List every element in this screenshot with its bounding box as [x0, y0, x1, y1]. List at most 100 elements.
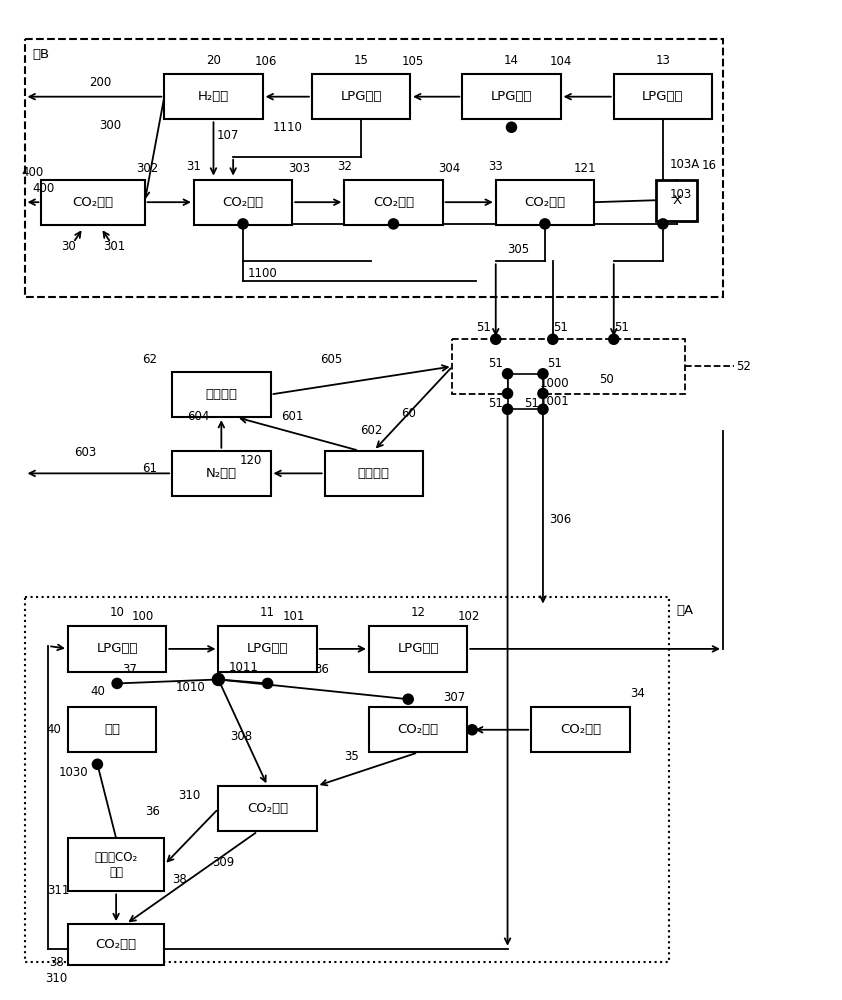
Text: 306: 306	[550, 513, 572, 526]
Bar	[369, 626, 467, 672]
Bar	[496, 180, 594, 225]
Text: CO₂压缩: CO₂压缩	[247, 802, 288, 815]
Text: 1100: 1100	[248, 267, 278, 280]
Text: 51: 51	[477, 321, 492, 334]
Text: 307: 307	[444, 691, 466, 704]
Text: 点B: 点B	[33, 48, 50, 61]
Text: 40: 40	[90, 685, 105, 698]
Text: 62: 62	[142, 353, 157, 366]
Text: LPG储存: LPG储存	[247, 642, 288, 655]
Text: 51: 51	[524, 397, 539, 410]
Text: 1001: 1001	[540, 395, 570, 408]
Text: 308: 308	[230, 730, 252, 743]
Text: 15: 15	[354, 54, 369, 67]
Text: 311: 311	[47, 884, 69, 897]
Circle shape	[112, 678, 122, 688]
Bar	[325, 451, 423, 496]
Text: 36: 36	[145, 805, 160, 818]
Bar	[172, 451, 270, 496]
Text: LPG卸载: LPG卸载	[642, 90, 684, 103]
Text: 超临界CO₂
循环: 超临界CO₂ 循环	[94, 851, 138, 879]
Text: 103: 103	[669, 188, 692, 201]
Text: 38: 38	[172, 873, 186, 886]
Text: 11: 11	[260, 606, 275, 619]
Text: 601: 601	[281, 410, 303, 423]
Text: 1010: 1010	[176, 681, 205, 694]
Text: CO₂液化: CO₂液化	[222, 196, 264, 209]
Text: 33: 33	[488, 160, 504, 173]
Circle shape	[403, 694, 413, 704]
Text: CO₂管线: CO₂管线	[95, 938, 136, 951]
Circle shape	[238, 219, 248, 229]
Text: 103A: 103A	[669, 158, 700, 171]
Text: 1000: 1000	[540, 377, 569, 390]
Text: 300: 300	[99, 119, 121, 132]
Text: 点A: 点A	[677, 604, 694, 617]
Text: 310: 310	[45, 972, 67, 985]
Circle shape	[491, 334, 501, 344]
Text: 10: 10	[109, 606, 125, 619]
Bar	[508, 374, 543, 409]
Bar	[218, 626, 317, 672]
Circle shape	[538, 369, 548, 379]
Circle shape	[548, 334, 557, 344]
Text: 121: 121	[574, 162, 596, 175]
Text: 50: 50	[600, 373, 615, 386]
Text: 1030: 1030	[59, 766, 88, 779]
Text: 34: 34	[630, 687, 645, 700]
Bar	[41, 180, 145, 225]
Text: 305: 305	[507, 243, 530, 256]
Text: X: X	[672, 194, 681, 207]
Text: 302: 302	[136, 162, 158, 175]
Text: 1110: 1110	[272, 121, 302, 134]
Text: 604: 604	[188, 410, 210, 423]
Text: 102: 102	[458, 610, 481, 623]
Text: 309: 309	[212, 856, 234, 869]
Bar	[452, 339, 685, 393]
Circle shape	[507, 122, 516, 132]
Text: 200: 200	[89, 76, 111, 89]
Text: 35: 35	[344, 750, 359, 763]
Bar	[68, 924, 164, 965]
Text: 13: 13	[656, 54, 670, 67]
Circle shape	[212, 674, 224, 685]
Bar	[172, 372, 270, 417]
Text: 310: 310	[178, 789, 200, 802]
Circle shape	[503, 369, 513, 379]
Text: 30: 30	[61, 240, 76, 253]
Circle shape	[93, 759, 103, 769]
Text: 107: 107	[217, 129, 239, 142]
Text: 51: 51	[553, 321, 568, 334]
Text: 31: 31	[186, 160, 201, 173]
Text: 605: 605	[320, 353, 343, 366]
Circle shape	[263, 678, 273, 688]
Text: 14: 14	[504, 54, 519, 67]
Bar	[194, 180, 292, 225]
Circle shape	[503, 389, 513, 398]
Bar	[68, 838, 164, 891]
Text: 61: 61	[142, 462, 157, 475]
Circle shape	[609, 334, 619, 344]
Text: 602: 602	[360, 424, 382, 437]
Text: 106: 106	[254, 55, 277, 68]
Text: 60: 60	[401, 407, 416, 420]
Bar	[369, 707, 467, 752]
Text: 105: 105	[402, 55, 424, 68]
Circle shape	[538, 404, 548, 414]
Bar	[344, 180, 443, 225]
Text: CO₂卸载: CO₂卸载	[560, 723, 601, 736]
Text: 1011: 1011	[229, 661, 258, 674]
Bar	[531, 707, 630, 752]
Text: 40: 40	[46, 723, 61, 736]
Circle shape	[503, 404, 513, 414]
Text: 38: 38	[49, 956, 63, 969]
Text: 蒸发液化: 蒸发液化	[205, 388, 237, 401]
Text: 37: 37	[122, 663, 137, 676]
Circle shape	[538, 389, 548, 398]
Bar	[312, 74, 410, 119]
Circle shape	[388, 219, 398, 229]
Text: 蒸发压缩: 蒸发压缩	[358, 467, 390, 480]
Bar	[164, 74, 263, 119]
Bar	[656, 180, 697, 221]
Text: LPG储存: LPG储存	[491, 90, 532, 103]
